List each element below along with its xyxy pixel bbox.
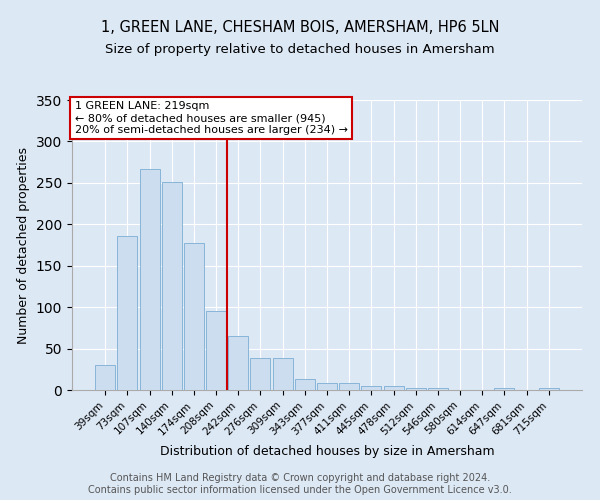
Bar: [361, 386, 382, 390]
Bar: [140, 169, 160, 390]
Bar: [118, 236, 137, 390]
Bar: [494, 388, 514, 390]
Bar: [295, 379, 315, 390]
Bar: [317, 382, 337, 390]
Text: 1, GREEN LANE, CHESHAM BOIS, AMERSHAM, HP6 5LN: 1, GREEN LANE, CHESHAM BOIS, AMERSHAM, H…: [101, 20, 499, 35]
Text: Size of property relative to detached houses in Amersham: Size of property relative to detached ho…: [105, 42, 495, 56]
Bar: [184, 244, 204, 390]
Bar: [250, 358, 271, 390]
Text: 1 GREEN LANE: 219sqm
← 80% of detached houses are smaller (945)
20% of semi-deta: 1 GREEN LANE: 219sqm ← 80% of detached h…: [74, 102, 347, 134]
Bar: [406, 388, 426, 390]
Bar: [339, 384, 359, 390]
X-axis label: Distribution of detached houses by size in Amersham: Distribution of detached houses by size …: [160, 445, 494, 458]
Bar: [206, 312, 226, 390]
Bar: [162, 182, 182, 390]
Bar: [228, 336, 248, 390]
Bar: [539, 388, 559, 390]
Bar: [383, 386, 404, 390]
Text: Contains HM Land Registry data © Crown copyright and database right 2024.
Contai: Contains HM Land Registry data © Crown c…: [88, 474, 512, 495]
Y-axis label: Number of detached properties: Number of detached properties: [17, 146, 31, 344]
Bar: [428, 388, 448, 390]
Bar: [95, 365, 115, 390]
Bar: [272, 358, 293, 390]
